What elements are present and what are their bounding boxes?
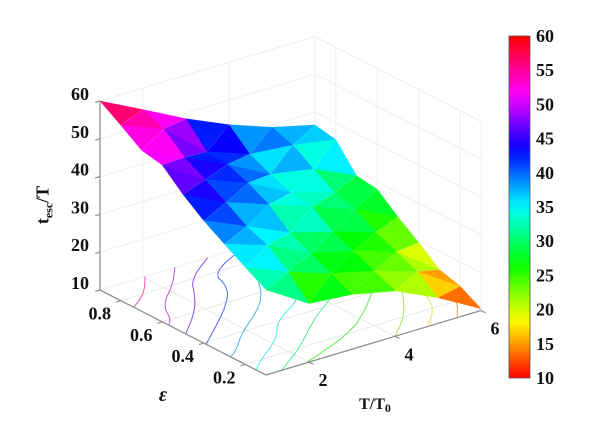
svg-text:10: 10: [536, 368, 554, 388]
svg-text:20: 20: [71, 235, 89, 255]
svg-text:50: 50: [71, 122, 89, 142]
svg-text:0.8: 0.8: [89, 304, 112, 324]
svg-text:30: 30: [71, 197, 89, 217]
svg-text:45: 45: [536, 129, 554, 149]
svg-text:10: 10: [71, 273, 89, 293]
svg-text:ε: ε: [159, 384, 168, 406]
svg-text:2: 2: [319, 370, 328, 390]
svg-text:6: 6: [491, 319, 500, 339]
svg-text:0.6: 0.6: [130, 325, 153, 345]
svg-text:35: 35: [536, 197, 554, 217]
svg-text:40: 40: [536, 163, 554, 183]
svg-text:40: 40: [71, 160, 89, 180]
svg-text:T/T0: T/T0: [359, 396, 391, 415]
svg-text:20: 20: [536, 300, 554, 320]
svg-text:4: 4: [405, 344, 414, 364]
svg-text:60: 60: [71, 84, 89, 104]
svg-text:0.2: 0.2: [213, 367, 236, 387]
svg-text:0.4: 0.4: [172, 346, 195, 366]
svg-text:60: 60: [536, 26, 554, 46]
svg-text:50: 50: [536, 94, 554, 114]
svg-text:55: 55: [536, 60, 554, 80]
svg-text:25: 25: [536, 265, 554, 285]
svg-text:15: 15: [536, 334, 554, 354]
svg-text:30: 30: [536, 231, 554, 251]
